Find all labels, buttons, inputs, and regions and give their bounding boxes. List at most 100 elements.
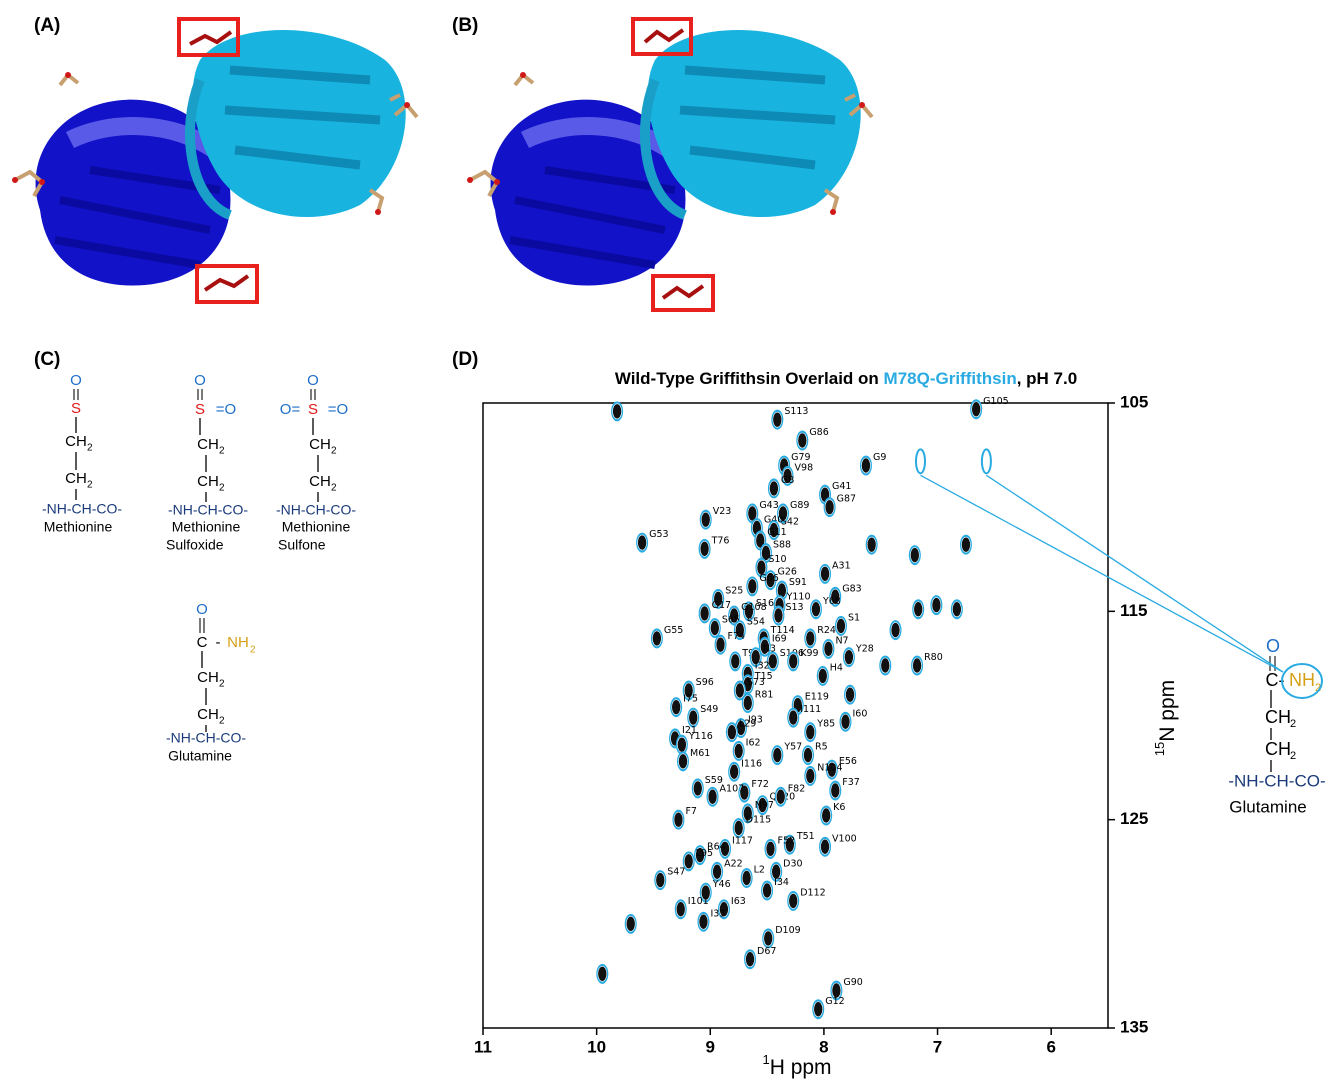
wt-peak bbox=[830, 782, 841, 799]
panel-label: (B) bbox=[452, 15, 478, 36]
peak-label: G83 bbox=[842, 583, 861, 594]
atom: CH bbox=[309, 436, 331, 453]
peak-label: T114 bbox=[770, 625, 795, 636]
peak-label: G108 bbox=[741, 602, 767, 613]
atom: CH bbox=[65, 470, 87, 487]
wt-peak bbox=[913, 601, 924, 618]
atom: CH bbox=[197, 436, 219, 453]
peak-label: S25 bbox=[725, 585, 743, 596]
peak-label: M61 bbox=[690, 748, 710, 759]
peak-label: Y116 bbox=[688, 731, 713, 742]
wt-peak bbox=[761, 545, 771, 561]
peak-label: G105 bbox=[983, 396, 1009, 407]
wt-peak bbox=[773, 607, 784, 624]
atom: - bbox=[216, 634, 221, 651]
wt-peak bbox=[745, 951, 755, 968]
title-part: , pH 7.0 bbox=[1017, 369, 1077, 388]
wt-peak bbox=[683, 853, 694, 870]
wt-peak bbox=[699, 605, 710, 622]
peak-label: I117 bbox=[732, 835, 753, 846]
peak-label: H4 bbox=[830, 662, 843, 673]
peak-label: E56 bbox=[839, 756, 857, 767]
wt-peak bbox=[788, 709, 799, 726]
wt-peak bbox=[836, 618, 846, 634]
wt-peak bbox=[910, 547, 920, 563]
peak-label: S59 bbox=[705, 775, 723, 786]
peak-label: T15 bbox=[754, 671, 773, 682]
wt-peak bbox=[750, 649, 761, 665]
peak-label: G12 bbox=[825, 996, 844, 1007]
panel-label: (A) bbox=[34, 15, 60, 36]
wt-peak bbox=[742, 695, 753, 711]
structure-sulfone: O O= S =O CH 2 CH 2 -NH-CH-CO- Methionin… bbox=[276, 372, 356, 553]
wt-peak bbox=[831, 982, 842, 999]
peak-label: Y68 bbox=[822, 596, 841, 607]
backbone: -NH-CH-CO- bbox=[1228, 771, 1325, 790]
peak-label: S91 bbox=[789, 577, 807, 588]
peak-label: A22 bbox=[724, 858, 743, 869]
peak-label: N97 bbox=[755, 800, 774, 811]
peak-label: G11 bbox=[767, 527, 786, 538]
wt-peak bbox=[707, 788, 718, 805]
peak-label: F72 bbox=[751, 779, 769, 790]
wt-peak bbox=[678, 753, 688, 770]
wt-peak bbox=[861, 457, 871, 474]
panel-label: (D) bbox=[452, 349, 478, 370]
axis-text: H ppm bbox=[770, 1056, 832, 1079]
peak-label: R80 bbox=[924, 652, 943, 663]
wt-peak bbox=[739, 784, 750, 801]
atom: CH bbox=[197, 669, 219, 686]
wt-peak bbox=[744, 603, 754, 620]
peak-label: I21 bbox=[682, 725, 697, 736]
wt-peak bbox=[735, 682, 745, 699]
peak-label: R5 bbox=[815, 742, 828, 753]
wt-peak bbox=[698, 913, 709, 930]
highlight-circle bbox=[1281, 663, 1323, 699]
peak-label: R81 bbox=[755, 690, 774, 701]
atom: O bbox=[307, 372, 319, 389]
subscript: 2 bbox=[1290, 718, 1296, 730]
wt-peak bbox=[671, 699, 681, 715]
wt-peak bbox=[729, 607, 739, 624]
x-tick-label: 11 bbox=[474, 1037, 492, 1056]
wt-peak bbox=[778, 505, 788, 522]
atom: C- bbox=[1266, 670, 1285, 690]
peak-label: G55 bbox=[664, 625, 683, 636]
wt-peak bbox=[788, 653, 799, 670]
atom: O bbox=[196, 601, 208, 618]
peak-label: F37 bbox=[842, 777, 860, 788]
peak-label: Y46 bbox=[712, 879, 731, 890]
wt-peak bbox=[830, 588, 841, 605]
structure-name: Sulfoxide bbox=[166, 537, 224, 553]
peak-label: R24 bbox=[817, 625, 836, 636]
structure-name: Methionine bbox=[282, 519, 351, 535]
peak-label: S49 bbox=[700, 704, 718, 715]
wt-peak bbox=[692, 780, 703, 797]
subscript: 2 bbox=[87, 480, 93, 491]
backbone: -NH-CH-CO- bbox=[166, 730, 246, 746]
y-tick-label: 135 bbox=[1120, 1017, 1148, 1036]
chart-title: Wild-Type Griffithsin Overlaid on M78Q-G… bbox=[615, 369, 1077, 388]
peak-label: S88 bbox=[773, 540, 791, 551]
wt-peak bbox=[597, 966, 608, 982]
peak-label: L95 bbox=[696, 848, 713, 859]
peak-label: G43 bbox=[759, 500, 778, 511]
wt-peak bbox=[735, 622, 745, 638]
wt-peak bbox=[637, 534, 647, 551]
wt-peak bbox=[820, 838, 830, 855]
peak-label: I111 bbox=[800, 704, 821, 715]
structure-name: Glutamine bbox=[1229, 797, 1306, 816]
peak-label: V98 bbox=[795, 462, 814, 473]
structure-name: Methionine bbox=[44, 519, 113, 535]
wt-peak bbox=[673, 811, 684, 828]
peak-label: G26 bbox=[778, 567, 797, 578]
wt-peak bbox=[769, 480, 779, 497]
wt-peak bbox=[820, 566, 830, 582]
subscript: 2 bbox=[87, 443, 93, 454]
wt-peak bbox=[782, 468, 793, 484]
atom: CH bbox=[65, 433, 87, 450]
wt-peak bbox=[710, 620, 720, 636]
structure-name: Glutamine bbox=[168, 748, 232, 764]
peak-label: F52 bbox=[778, 835, 796, 846]
wt-peak bbox=[769, 522, 779, 538]
